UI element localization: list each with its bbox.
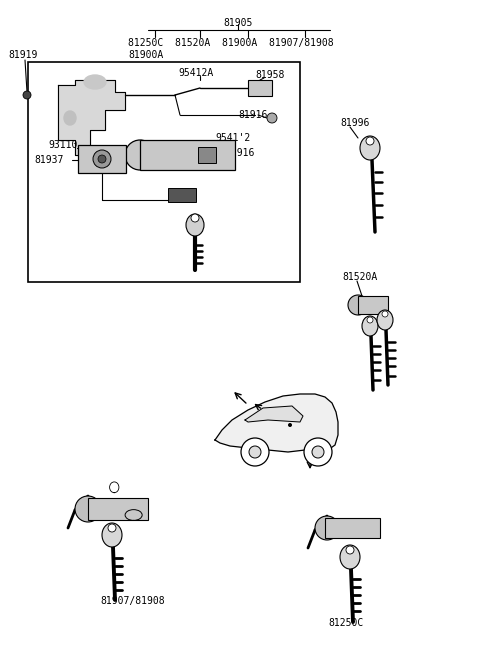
Circle shape — [348, 295, 368, 315]
Text: 81905: 81905 — [223, 18, 252, 28]
Ellipse shape — [377, 310, 393, 330]
Circle shape — [288, 423, 292, 427]
Circle shape — [75, 496, 101, 522]
Circle shape — [312, 446, 324, 458]
Bar — [198, 147, 216, 163]
Text: 81250C  81520A  81900A  81907/81908: 81250C 81520A 81900A 81907/81908 — [128, 38, 334, 48]
Ellipse shape — [64, 111, 76, 125]
Text: 81996: 81996 — [340, 118, 370, 128]
Ellipse shape — [84, 75, 106, 89]
Ellipse shape — [340, 545, 360, 569]
Circle shape — [267, 113, 277, 123]
Text: 93110: 93110 — [48, 140, 77, 150]
Polygon shape — [215, 394, 338, 452]
Circle shape — [241, 438, 269, 466]
Bar — [28, 62, 300, 282]
Bar — [140, 140, 235, 170]
Text: 81250C: 81250C — [328, 618, 363, 628]
Ellipse shape — [186, 214, 204, 236]
Circle shape — [382, 311, 388, 317]
Bar — [325, 518, 380, 538]
Text: 81900A: 81900A — [128, 50, 163, 60]
Circle shape — [346, 546, 354, 554]
Circle shape — [366, 137, 374, 145]
Circle shape — [108, 524, 116, 532]
Text: 9541'2: 9541'2 — [215, 133, 250, 143]
Text: 81937: 81937 — [34, 155, 63, 165]
Polygon shape — [245, 406, 303, 422]
Circle shape — [367, 317, 373, 323]
Polygon shape — [58, 80, 125, 155]
Ellipse shape — [102, 523, 122, 547]
Circle shape — [304, 438, 332, 466]
Bar — [248, 80, 272, 96]
Text: 81907/81908: 81907/81908 — [100, 596, 165, 606]
Ellipse shape — [360, 136, 380, 160]
Bar — [78, 145, 126, 173]
Text: 81520A: 81520A — [342, 272, 377, 282]
Circle shape — [98, 155, 106, 163]
Circle shape — [249, 446, 261, 458]
Text: 81958: 81958 — [255, 70, 284, 80]
Bar — [88, 498, 148, 520]
Bar — [168, 188, 196, 202]
Circle shape — [191, 214, 199, 222]
Circle shape — [125, 140, 155, 170]
Text: 81916: 81916 — [238, 110, 267, 120]
Text: 81916: 81916 — [225, 148, 254, 158]
Text: 95412A: 95412A — [178, 68, 213, 78]
Ellipse shape — [362, 316, 378, 336]
Text: 81919: 81919 — [8, 50, 37, 60]
Circle shape — [315, 516, 339, 540]
Circle shape — [93, 150, 111, 168]
Circle shape — [23, 91, 31, 99]
Bar — [358, 296, 388, 314]
